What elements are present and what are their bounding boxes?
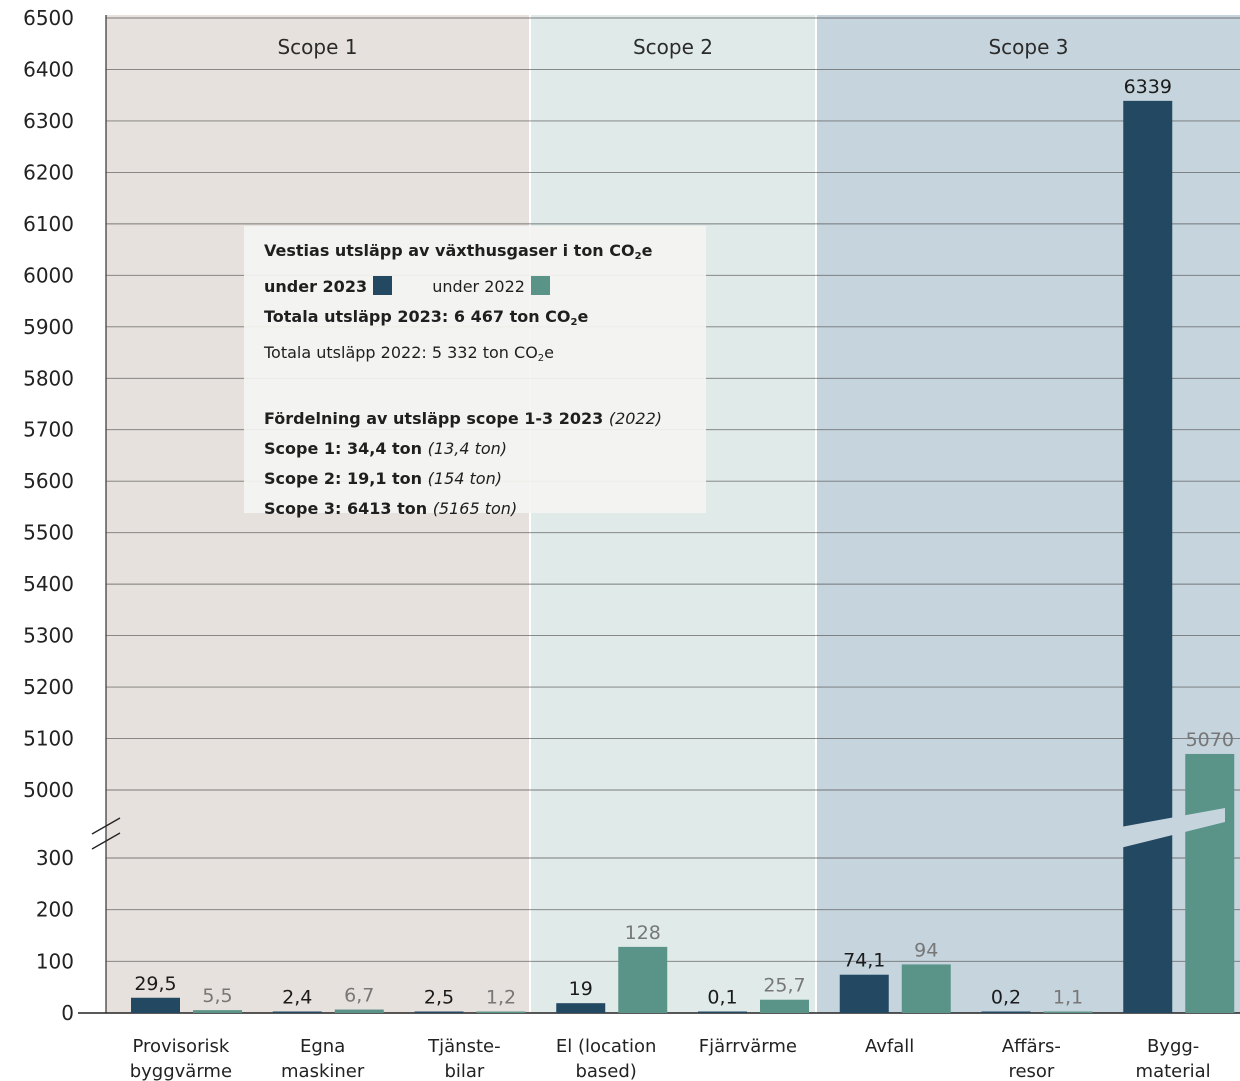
scope3-summary: Scope 3: 6413 ton (5165 ton) xyxy=(264,499,518,518)
y-tick-label: 6100 xyxy=(23,212,74,236)
bar-2022 xyxy=(1185,753,1235,1013)
data-label: 0,1 xyxy=(707,987,737,1009)
bar-2022 xyxy=(476,1011,526,1013)
scope1-summary: Scope 1: 34,4 ton (13,4 ton) xyxy=(264,439,508,458)
y-tick-label: 6200 xyxy=(23,160,74,184)
category-label: Tjänste- xyxy=(427,1036,500,1057)
bar-2023 xyxy=(839,974,889,1013)
legend: under 2023 under 2022 xyxy=(264,272,686,302)
data-label: 74,1 xyxy=(843,950,885,972)
scope-label-1: Scope 1 xyxy=(277,35,357,59)
y-tick-label: 6000 xyxy=(23,263,74,287)
data-label: 5070 xyxy=(1186,729,1234,751)
y-tick-label: 5600 xyxy=(23,469,74,493)
legend-2023-swatch xyxy=(373,276,393,295)
bar-2023 xyxy=(981,1011,1031,1013)
y-tick-label: 5400 xyxy=(23,572,74,596)
category-label: maskiner xyxy=(281,1061,365,1081)
data-label: 25,7 xyxy=(763,975,805,997)
y-tick-label: 200 xyxy=(36,898,74,922)
category-label: Bygg- xyxy=(1147,1036,1199,1057)
y-tick-label: 6300 xyxy=(23,109,74,133)
bar-2023 xyxy=(698,1011,747,1013)
total-2023: Totala utsläpp 2023: 6 467 ton CO2e xyxy=(264,307,589,328)
y-tick-label: 5700 xyxy=(23,418,74,442)
category-label: Affärs- xyxy=(1002,1036,1061,1057)
scope-band-3 xyxy=(817,15,1240,1013)
bar-2022 xyxy=(760,999,809,1013)
scope-label-3: Scope 3 xyxy=(988,35,1068,59)
bar-2023 xyxy=(131,997,180,1013)
bar-2022 xyxy=(618,946,668,1013)
y-tick-label: 6500 xyxy=(23,6,74,30)
data-label: 1,2 xyxy=(486,987,516,1009)
legend-2023-label: under 2023 xyxy=(264,277,368,296)
info-title: Vestias utsläpp av växthusgaser i ton CO… xyxy=(264,241,653,262)
y-tick-label: 0 xyxy=(61,1001,74,1025)
data-label: 5,5 xyxy=(202,985,232,1007)
category-label: material xyxy=(1136,1061,1211,1081)
category-label: based) xyxy=(575,1061,636,1081)
y-tick-label: 5200 xyxy=(23,675,74,699)
bar-break-gap xyxy=(1104,808,1225,852)
data-label: 6,7 xyxy=(344,985,374,1007)
y-tick-label: 6400 xyxy=(23,57,74,81)
scope-label-2: Scope 2 xyxy=(633,35,713,59)
data-label: 0,2 xyxy=(991,987,1021,1009)
total-2022: Totala utsläpp 2022: 5 332 ton CO2e xyxy=(264,343,555,364)
scope-band-2 xyxy=(531,15,815,1013)
data-label: 128 xyxy=(625,922,661,944)
axis-break-mark xyxy=(91,817,121,835)
y-tick-label: 5800 xyxy=(23,366,74,390)
category-label: Avfall xyxy=(865,1036,914,1057)
category-label: bilar xyxy=(444,1061,484,1081)
data-label: 19 xyxy=(569,978,593,1000)
legend-2022-swatch xyxy=(530,276,550,295)
data-label: 29,5 xyxy=(134,973,176,995)
bar-2022 xyxy=(334,1009,384,1013)
bar-2023 xyxy=(556,1003,606,1013)
category-label: El (location xyxy=(556,1036,657,1057)
category-label: Egna xyxy=(300,1036,345,1057)
category-label: Provisorisk xyxy=(132,1036,229,1057)
category-label: resor xyxy=(1008,1061,1054,1081)
info-box: Vestias utsläpp av växthusgaser i ton CO… xyxy=(244,226,706,518)
y-tick-label: 300 xyxy=(36,846,74,870)
data-label: 1,1 xyxy=(1053,987,1083,1009)
y-tick-label: 5300 xyxy=(23,624,74,648)
category-label: Fjärrvärme xyxy=(699,1036,797,1057)
bar-2023 xyxy=(1123,100,1173,1014)
bar-2023 xyxy=(272,1011,322,1013)
scope2-summary: Scope 2: 19,1 ton (154 ton) xyxy=(264,469,502,488)
category-label: byggvärme xyxy=(130,1061,232,1081)
axis-break-mark xyxy=(91,832,121,850)
y-tick-label: 5500 xyxy=(23,521,74,545)
bar-2022 xyxy=(901,964,951,1013)
y-tick-label: 5900 xyxy=(23,315,74,339)
data-label: 2,4 xyxy=(282,987,312,1009)
bar-2022 xyxy=(193,1010,242,1013)
bar-2023 xyxy=(414,1011,464,1013)
scope-band-1 xyxy=(106,15,529,1013)
y-tick-label: 5100 xyxy=(23,727,74,751)
data-label: 2,5 xyxy=(424,987,454,1009)
y-tick-label: 100 xyxy=(36,949,74,973)
legend-2022-label: under 2022 xyxy=(432,277,525,296)
data-label: 94 xyxy=(914,939,938,961)
y-tick-label: 5000 xyxy=(23,778,74,802)
bar-2022 xyxy=(1043,1011,1093,1013)
distribution-title: Fördelning av utsläpp scope 1-3 2023 (20… xyxy=(264,409,663,428)
data-label: 6339 xyxy=(1124,76,1172,98)
